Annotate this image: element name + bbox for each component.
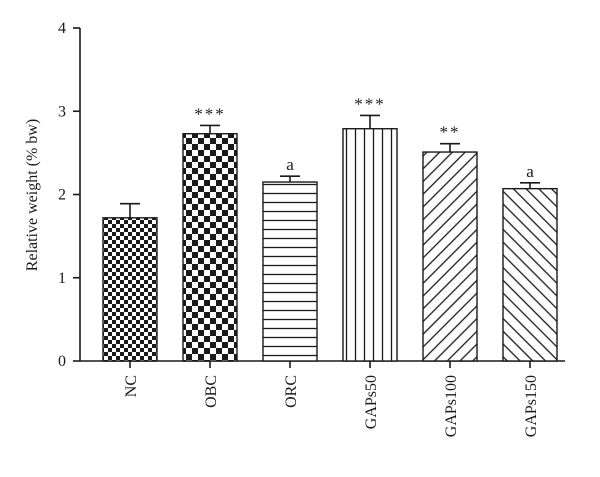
bar-orc xyxy=(262,181,318,362)
plot-area: 0 1 2 3 4 NC *** OBC a ORC *** GAPs50 ** GAPs100 a GAPs… xyxy=(58,20,565,437)
bar-obc xyxy=(182,133,238,362)
category-label-gaps100: GAPs100 xyxy=(443,375,460,437)
category-label-orc: ORC xyxy=(283,375,300,408)
significance-label-orc: a xyxy=(286,155,294,174)
significance-label-obc: *** xyxy=(194,104,226,123)
category-label-gaps150: GAPs150 xyxy=(523,375,540,437)
significance-label-gaps150: a xyxy=(526,162,534,181)
category-label-gaps50: GAPs50 xyxy=(363,375,380,429)
significance-label-gaps100: ** xyxy=(440,123,461,142)
y-tick-label-3: 3 xyxy=(58,103,66,120)
y-tick-label-2: 2 xyxy=(58,187,66,204)
bar-nc xyxy=(102,217,158,362)
y-tick-label-0: 0 xyxy=(58,353,66,370)
y-tick-label-1: 1 xyxy=(58,270,66,287)
bar-gaps150 xyxy=(502,187,558,362)
bar-gaps50 xyxy=(342,128,398,362)
bar-gaps100 xyxy=(422,151,478,362)
significance-label-gaps50: *** xyxy=(354,94,386,113)
category-label-nc: NC xyxy=(123,375,140,397)
y-tick-label-4: 4 xyxy=(58,20,66,37)
y-axis-title: Relative weight (% bw) xyxy=(24,119,41,271)
category-label-obc: OBC xyxy=(203,375,220,408)
